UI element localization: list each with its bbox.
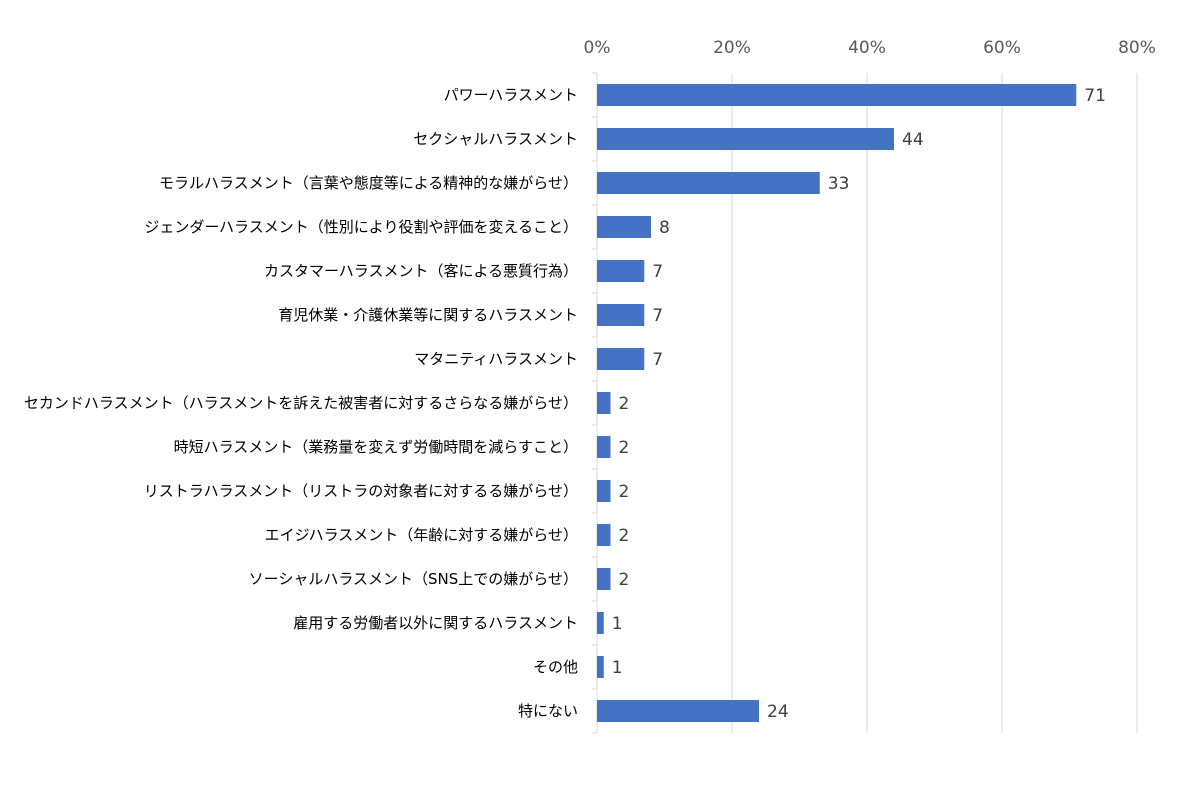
data-label: 2 — [619, 570, 630, 590]
x-tick-label: 20% — [713, 38, 751, 58]
data-label: 2 — [619, 526, 630, 546]
bar — [597, 260, 645, 282]
data-label: 1 — [612, 658, 623, 678]
category-label: エイジハラスメント（年齢に対する嫌がらせ） — [264, 526, 578, 544]
category-label: パワーハラスメント — [444, 86, 578, 104]
bar — [597, 524, 611, 546]
category-label: 時短ハラスメント（業務量を変えず労働時間を減らすこと） — [174, 438, 578, 456]
category-label: セカンドハラスメント（ハラスメントを訴えた被害者に対するさらなる嫌がらせ） — [24, 394, 578, 412]
category-label: 特にない — [518, 702, 578, 720]
category-label: モラルハラスメント（言葉や態度等による精神的な嫌がらせ） — [159, 174, 578, 192]
data-label: 7 — [652, 350, 663, 370]
category-label: マタニティハラスメント — [414, 350, 578, 368]
bar — [597, 304, 645, 326]
bar — [597, 480, 611, 502]
x-tick-label: 80% — [1118, 38, 1156, 58]
data-label: 33 — [828, 174, 850, 194]
category-label: 育児休業・介護休業等に関するハラスメント — [278, 306, 578, 324]
data-label: 24 — [767, 702, 789, 722]
bar — [597, 436, 611, 458]
category-label: リストラハラスメント（リストラの対象者に対するる嫌がらせ） — [144, 482, 578, 500]
bar — [597, 348, 645, 370]
category-label: セクシャルハラスメント — [413, 130, 578, 148]
category-label: カスタマーハラスメント（客による悪質行為） — [264, 262, 578, 280]
bar — [597, 216, 651, 238]
category-label: ジェンダーハラスメント（性別により役割や評価を変えること） — [144, 218, 578, 236]
bar — [597, 392, 611, 414]
data-label: 7 — [652, 262, 663, 282]
category-axis — [592, 72, 598, 734]
category-label: その他 — [533, 658, 578, 676]
bar — [597, 656, 604, 678]
data-label: 7 — [652, 306, 663, 326]
bar — [597, 128, 894, 150]
bar — [597, 700, 759, 722]
x-tick-label: 40% — [848, 38, 886, 58]
bar — [597, 172, 820, 194]
bar — [597, 568, 611, 590]
category-label: 雇用する労働者以外に関するハラスメント — [293, 614, 578, 632]
data-label: 71 — [1084, 86, 1106, 106]
data-label: 2 — [619, 482, 630, 502]
category-labels: パワーハラスメントセクシャルハラスメントモラルハラスメント（言葉や態度等による精… — [24, 86, 578, 720]
gridlines — [731, 73, 1138, 733]
data-labels: 71 44 33 8 7 7 7 2 2 2 2 2 1 1 24 — [612, 86, 1106, 722]
data-label: 1 — [612, 614, 623, 634]
bars — [597, 84, 1077, 722]
bar — [597, 84, 1077, 106]
data-label: 8 — [659, 218, 670, 238]
data-label: 44 — [902, 130, 924, 150]
x-tick-label: 60% — [983, 38, 1021, 58]
category-label: ソーシャルハラスメント（SNS上での嫌がらせ） — [249, 570, 578, 588]
bar — [597, 612, 604, 634]
data-label: 2 — [619, 438, 630, 458]
x-tick-label: 0% — [584, 38, 611, 58]
x-tick-labels: 0% 20% 40% 60% 80% — [584, 38, 1156, 58]
data-label: 2 — [619, 394, 630, 414]
